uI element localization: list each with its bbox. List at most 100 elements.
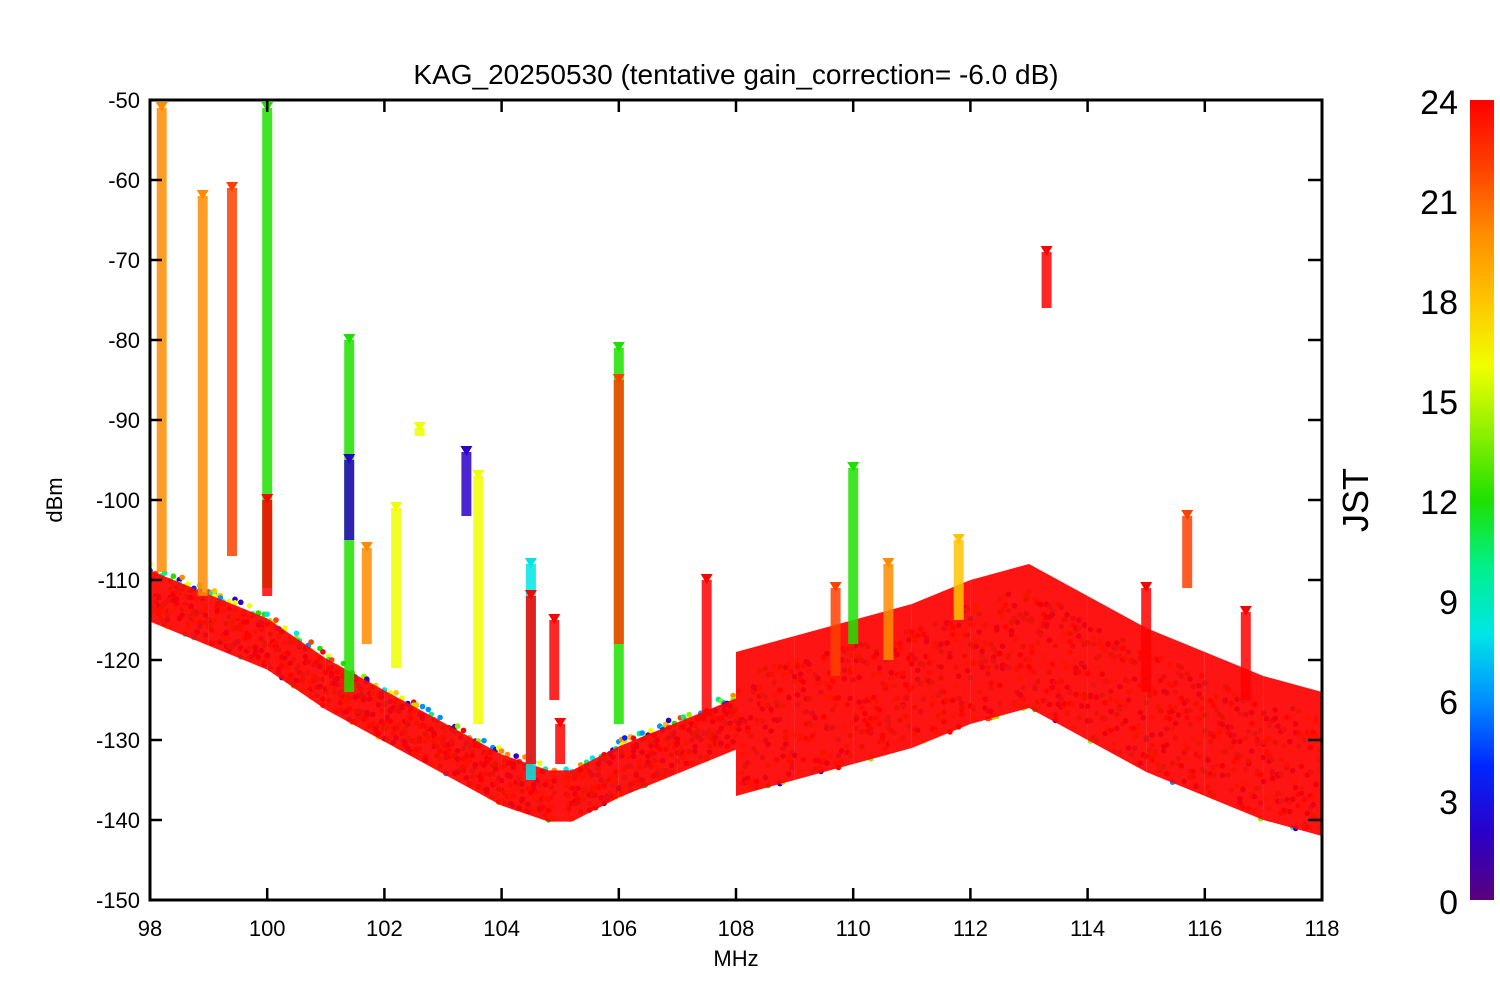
noise-floor-segment bbox=[853, 604, 912, 764]
signal-column bbox=[361, 548, 372, 644]
signal-peak-marker bbox=[1140, 582, 1153, 592]
noise-floor-segment bbox=[150, 570, 209, 646]
x-axis-ticks: 98 100 102 104 106 108 110 112 114 116 118 bbox=[138, 100, 1340, 941]
colorbar-tick-label: 15 bbox=[1420, 384, 1458, 422]
x-axis-label: MHz bbox=[713, 946, 758, 971]
signal-peak-marker bbox=[612, 342, 625, 352]
x-tick-label: 114 bbox=[1070, 916, 1105, 941]
noise-floor-segment bbox=[970, 564, 1029, 724]
signal-peak-marker bbox=[829, 582, 842, 592]
scatter-point bbox=[621, 735, 628, 741]
colorbar-tick-label: 24 bbox=[1420, 84, 1458, 122]
colorbar-tick-label: 18 bbox=[1420, 284, 1458, 322]
signal-peak-marker bbox=[413, 422, 426, 432]
scatter-point bbox=[238, 599, 244, 606]
scatter-point bbox=[320, 649, 326, 655]
noise-floor-segment bbox=[911, 580, 971, 748]
signal-column bbox=[391, 508, 402, 668]
x-tick-label: 108 bbox=[718, 916, 755, 941]
scatter-point bbox=[293, 630, 300, 637]
scatter-point bbox=[211, 588, 218, 594]
scatter-point bbox=[393, 690, 399, 696]
noise-floor-segment bbox=[1029, 564, 1088, 740]
signal-column bbox=[262, 500, 273, 596]
scatter-point bbox=[264, 611, 271, 617]
y-tick-label: -50 bbox=[108, 88, 140, 113]
scatter-point bbox=[504, 751, 511, 758]
noise-floor-band bbox=[150, 564, 1322, 836]
signal-peak-marker bbox=[882, 558, 895, 568]
signal-peak-marker bbox=[196, 190, 209, 200]
scatter-point bbox=[630, 735, 637, 741]
y-tick-label: -110 bbox=[98, 568, 140, 593]
x-tick-label: 104 bbox=[483, 916, 520, 941]
y-tick-label: -150 bbox=[96, 888, 140, 913]
y-tick-label: -130 bbox=[96, 728, 140, 753]
scatter-point bbox=[425, 706, 432, 713]
signal-peak-marker bbox=[847, 462, 860, 472]
scatter-point bbox=[730, 692, 736, 699]
signal-column bbox=[613, 380, 624, 644]
scatter-point bbox=[498, 748, 505, 754]
noise-floor-segment bbox=[325, 658, 385, 742]
signal-column bbox=[848, 468, 859, 644]
signal-column bbox=[262, 108, 273, 588]
signal-peak-marker bbox=[952, 534, 965, 544]
signal-column bbox=[701, 580, 712, 716]
noise-floor-segment bbox=[794, 620, 854, 780]
noise-floor-segment bbox=[1146, 628, 1205, 796]
signal-column bbox=[953, 540, 964, 620]
noise-floor-segment bbox=[618, 722, 678, 798]
signal-peak-marker bbox=[261, 494, 274, 504]
scatter-point bbox=[513, 753, 519, 759]
noise-floor-segment bbox=[208, 594, 268, 670]
signal-column bbox=[1240, 612, 1251, 700]
signal-column bbox=[197, 196, 208, 596]
signal-peak-marker bbox=[226, 182, 239, 192]
signal-peak-marker bbox=[524, 590, 537, 600]
noise-floor-segment bbox=[736, 636, 795, 796]
signal-column bbox=[1041, 252, 1052, 308]
signal-peak-marker bbox=[548, 614, 561, 624]
scatter-point bbox=[536, 760, 543, 766]
noise-floor-segment bbox=[267, 618, 326, 710]
noise-floor-segment bbox=[677, 698, 736, 774]
scatter-point bbox=[686, 711, 692, 718]
colorbar-ticks: 0 3 6 9 12 15 18 21 24 bbox=[1420, 84, 1458, 922]
y-tick-label: -80 bbox=[108, 328, 140, 353]
signal-peak-marker bbox=[460, 446, 473, 456]
signal-column bbox=[549, 620, 560, 700]
x-tick-label: 116 bbox=[1187, 916, 1222, 941]
colorbar-tick-label: 0 bbox=[1439, 884, 1458, 922]
signal-column bbox=[414, 428, 425, 436]
signal-column bbox=[830, 588, 841, 676]
y-axis-ticks: -50 -60 -70 -80 -90 -100 -110 -120 -130 -140 -150 bbox=[96, 88, 1322, 913]
y-tick-label: -70 bbox=[108, 248, 140, 273]
x-tick-label: 100 bbox=[249, 916, 286, 941]
signal-column bbox=[344, 460, 355, 540]
scatter-point bbox=[413, 702, 420, 708]
x-tick-label: 102 bbox=[366, 916, 403, 941]
y-tick-label: -140 bbox=[96, 808, 140, 833]
noise-floor-segment bbox=[548, 770, 572, 822]
scatter-point bbox=[246, 603, 253, 609]
chart-title: KAG_20250530 (tentative gain_correction=… bbox=[413, 59, 1058, 90]
scatter-point bbox=[179, 574, 185, 581]
noise-floor-segment bbox=[1087, 596, 1147, 772]
signal-column bbox=[1182, 516, 1193, 588]
signal-column bbox=[227, 188, 237, 556]
scatter-point bbox=[648, 727, 654, 734]
colorbar-tick-label: 12 bbox=[1420, 484, 1458, 522]
data-layer bbox=[150, 102, 1322, 836]
scatter-point bbox=[481, 737, 487, 744]
x-tick-label: 118 bbox=[1304, 916, 1339, 941]
colorbar bbox=[1470, 100, 1494, 900]
scatter-point bbox=[170, 573, 177, 579]
signal-column bbox=[525, 596, 536, 764]
y-tick-label: -120 bbox=[96, 648, 140, 673]
signal-column bbox=[461, 452, 472, 516]
y-tick-label: -90 bbox=[108, 408, 140, 433]
noise-floor-segment bbox=[1263, 676, 1322, 836]
x-tick-label: 112 bbox=[953, 916, 988, 941]
